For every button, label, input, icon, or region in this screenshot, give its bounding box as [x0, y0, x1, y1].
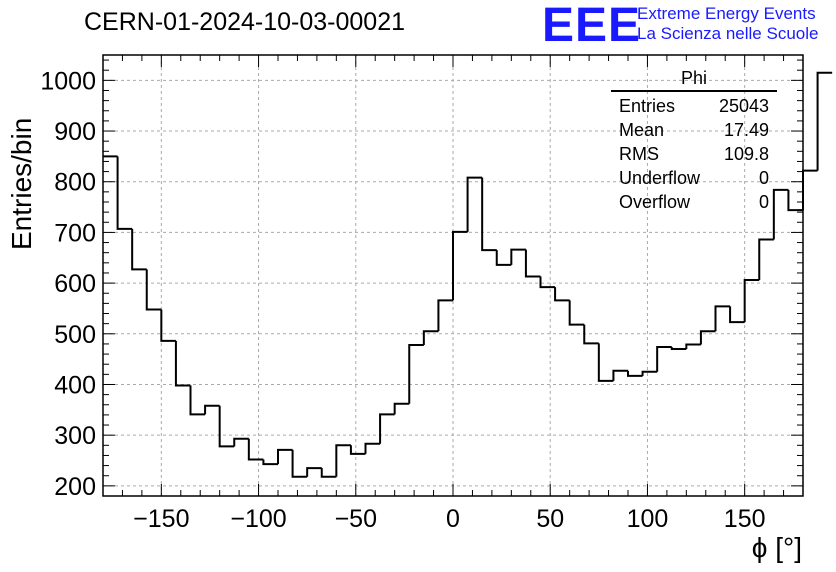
- y-tick-label: 1000: [40, 67, 96, 95]
- stats-row-entries: Entries 25043: [611, 94, 777, 118]
- y-tick-label: 400: [54, 371, 96, 399]
- stats-label: Entries: [619, 96, 676, 116]
- histogram-bin: [481, 177, 497, 252]
- stats-label: Underflow: [619, 168, 701, 188]
- histogram-bin: [131, 228, 147, 271]
- histogram-bin: [277, 448, 293, 465]
- y-tick-label: 600: [54, 270, 96, 298]
- histogram-bin: [379, 413, 395, 444]
- y-tick-label: 800: [54, 169, 96, 197]
- x-tick-label: −100: [230, 505, 286, 533]
- eee-logo-subtitle-2: La Scienza nelle Scuole: [637, 24, 819, 43]
- histogram-bin: [656, 345, 672, 372]
- x-tick-label: 50: [536, 505, 564, 533]
- histogram-bin: [320, 468, 337, 478]
- histogram-bin: [204, 404, 220, 415]
- stats-label: Overflow: [619, 192, 691, 212]
- histogram-bin: [116, 156, 133, 230]
- histogram-bin: [524, 249, 541, 278]
- histogram-layer: [103, 71, 833, 478]
- y-tick-label: 500: [54, 321, 96, 349]
- histogram-bin: [189, 385, 206, 416]
- histogram-bin: [437, 299, 453, 332]
- stats-value: 109.8: [723, 144, 769, 164]
- eee-logo: EEE: [542, 0, 642, 52]
- x-tick-label: 0: [446, 505, 460, 533]
- histogram-bin: [422, 330, 439, 345]
- stats-row-rms: RMS 109.8: [611, 142, 777, 166]
- stats-label: RMS: [619, 144, 659, 164]
- plot-title: CERN-01-2024-10-03-00021: [84, 8, 406, 36]
- histogram-bin: [802, 169, 818, 211]
- histogram-bin: [539, 276, 556, 289]
- y-axis-label: Entries/bin: [6, 117, 37, 250]
- histogram-bin: [466, 176, 483, 232]
- histogram-bin: [452, 230, 468, 301]
- histogram-bin: [408, 343, 424, 404]
- histogram-bin: [218, 405, 235, 448]
- tick-label-layer: −150 −100 −50 0 50 100 150 200 300 400 500 600 700 80…: [40, 67, 765, 533]
- histogram-bin: [160, 309, 176, 342]
- histogram-bin: [510, 248, 526, 265]
- histogram-bin: [247, 438, 264, 461]
- histogram-bin: [641, 370, 658, 376]
- stats-value: 25043: [718, 96, 769, 116]
- x-axis-label: ϕ [°]: [751, 532, 802, 563]
- histogram-bin: [714, 305, 731, 332]
- histogram-bin: [262, 459, 278, 466]
- stats-divider: [611, 90, 777, 92]
- histogram-bin: [612, 369, 628, 381]
- stats-value: 0: [758, 192, 769, 212]
- y-tick-label: 300: [54, 422, 96, 450]
- histogram-bin: [772, 188, 789, 240]
- y-tick-label: 700: [54, 219, 96, 247]
- stats-value: 0: [758, 168, 769, 188]
- histogram-bin: [568, 300, 585, 326]
- eee-logo-subtitle-1: Extreme Energy Events: [637, 4, 816, 23]
- y-tick-label: 200: [54, 473, 96, 501]
- histogram-bin: [554, 287, 570, 302]
- histogram-bin: [495, 250, 512, 266]
- stats-row-overflow: Overflow 0: [611, 190, 777, 214]
- stats-value: 17.49: [723, 120, 769, 140]
- histogram-bin: [174, 340, 191, 387]
- histogram-bin: [335, 444, 351, 477]
- axes-layer: [102, 54, 804, 497]
- stats-row-mean: Mean 17.49: [611, 118, 777, 142]
- histogram-bin: [597, 343, 614, 382]
- histogram-bin: [787, 189, 803, 212]
- histogram-bin: [364, 442, 381, 454]
- x-tick-label: 100: [627, 505, 669, 533]
- histogram-bin: [729, 306, 745, 324]
- histogram-bin: [306, 467, 322, 477]
- stats-row-underflow: Underflow 0: [611, 166, 777, 190]
- histogram-bin: [145, 269, 162, 311]
- y-tick-label: 900: [54, 118, 96, 146]
- x-tick-label: −150: [133, 505, 189, 533]
- histogram-bin: [233, 437, 249, 447]
- histogram-bin: [758, 238, 774, 281]
- histogram-bin: [349, 445, 366, 455]
- histogram-bin: [816, 71, 833, 171]
- histogram-bin: [393, 402, 410, 415]
- histogram-bin: [291, 449, 308, 478]
- stats-label: Mean: [619, 120, 665, 140]
- histogram-bin: [627, 370, 643, 377]
- histogram-bin: [743, 279, 760, 323]
- histogram-bin: [685, 343, 701, 349]
- histogram-bin: [699, 330, 716, 345]
- x-tick-label: 150: [724, 505, 766, 533]
- histogram-bin: [583, 324, 599, 345]
- x-tick-label: −50: [335, 505, 377, 533]
- stats-box: Phi Entries 25043 Mean 17.49 RMS 109.8 U…: [611, 68, 777, 214]
- stats-title: Phi: [680, 68, 707, 88]
- histogram-bin: [670, 346, 687, 350]
